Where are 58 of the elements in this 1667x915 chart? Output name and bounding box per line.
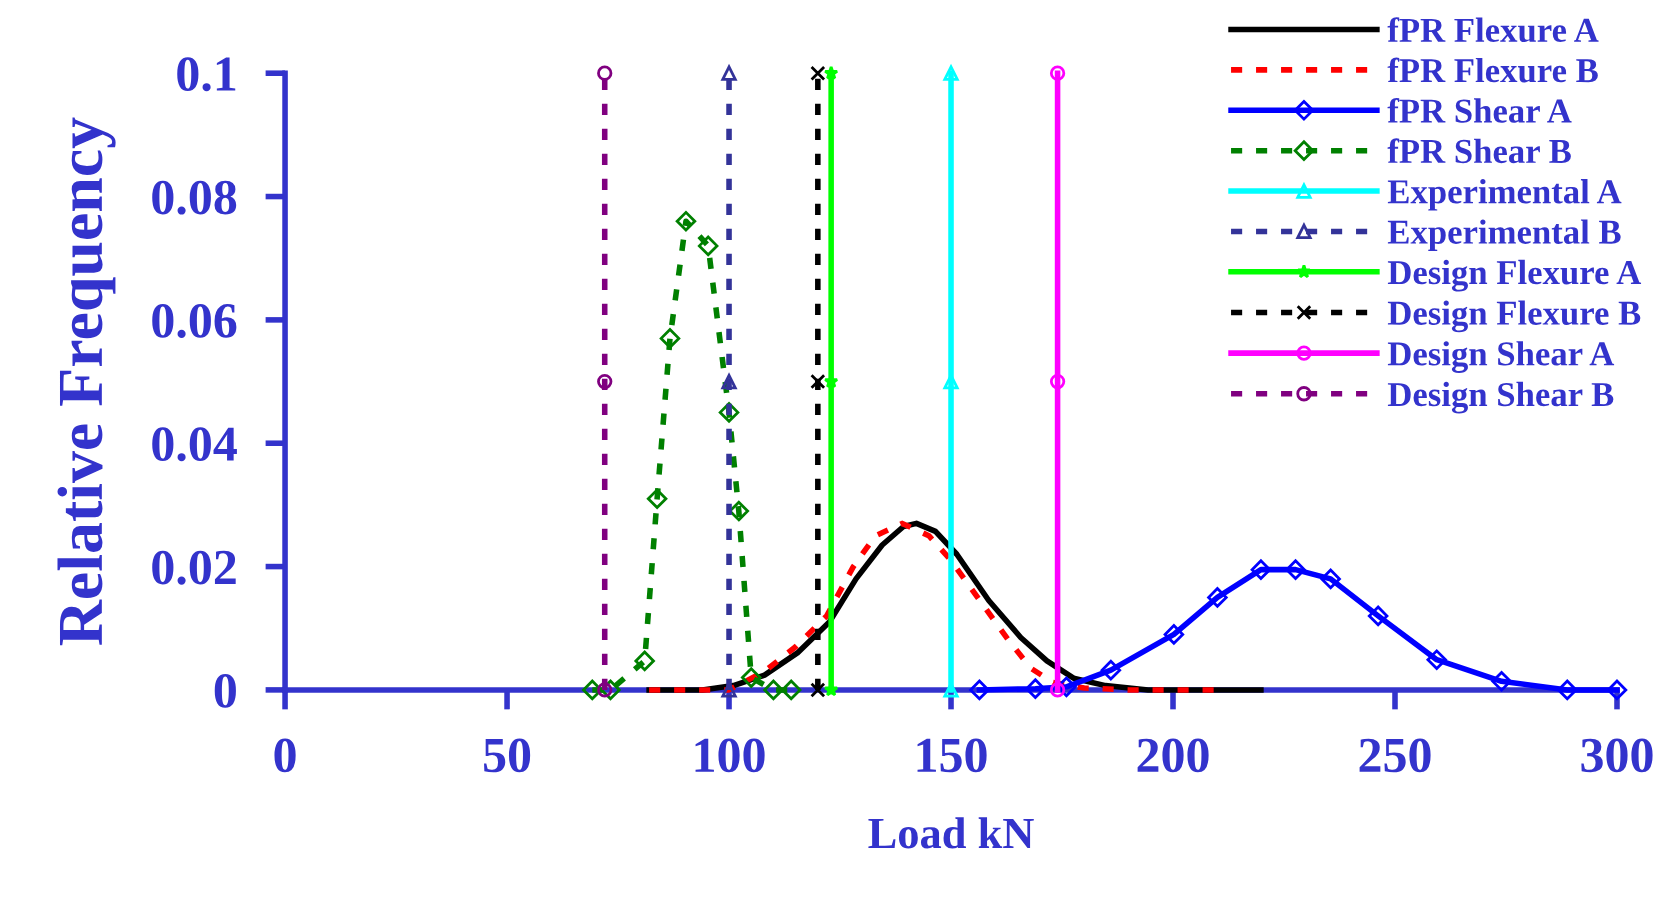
point: [1025, 678, 1046, 699]
point: [721, 373, 737, 390]
point: [1557, 679, 1578, 701]
y-axis-title: Relative Frequency: [57, 117, 116, 646]
y-tick-label: 0.04: [152, 427, 237, 462]
point: [1250, 559, 1272, 580]
point: [697, 235, 719, 257]
point: [780, 679, 802, 701]
x-tick-label: 150: [917, 738, 987, 773]
point: [659, 328, 681, 349]
point: [969, 679, 990, 701]
point: [634, 650, 655, 672]
point: [942, 63, 960, 81]
legend-label: Design Flexure A: [1387, 259, 1642, 292]
legend-label: Design Shear B: [1387, 381, 1614, 414]
y-tick-label: 0.06: [152, 303, 237, 338]
legend-label: fPR Shear A: [1387, 97, 1572, 123]
legend-label: Design Flexure B: [1387, 300, 1641, 333]
point: [1426, 649, 1447, 670]
point: [1320, 568, 1341, 590]
point: [810, 682, 826, 698]
point: [675, 210, 697, 232]
point: [1163, 624, 1185, 645]
x-tick-label: 250: [1359, 738, 1431, 773]
point: [1049, 682, 1066, 698]
legend-label: Experimental A: [1387, 179, 1622, 211]
y-tick-label: 0.02: [152, 550, 236, 585]
point: [823, 65, 839, 80]
point: [1207, 587, 1228, 608]
point: [646, 488, 668, 509]
y-tick-label: 0.08: [152, 180, 237, 215]
point: [763, 679, 784, 701]
point: [1049, 65, 1066, 81]
point: [597, 373, 613, 390]
point: [1367, 605, 1389, 627]
legend-label: fPR Shear B: [1387, 138, 1571, 164]
x-tick-label: 0: [274, 738, 296, 773]
point: [1100, 659, 1122, 681]
point: [1606, 679, 1628, 701]
x-tick-label: 200: [1137, 738, 1209, 773]
point: [1049, 373, 1066, 390]
x-axis-title: Load kN: [868, 817, 1034, 849]
point: [721, 65, 737, 81]
point: [1491, 671, 1512, 692]
y-tick-label: 0.1: [177, 57, 236, 92]
point: [1285, 559, 1306, 580]
legend-label: Design Shear A: [1387, 341, 1615, 373]
point: [810, 373, 826, 390]
point: [741, 667, 762, 688]
x-tick-label: 300: [1581, 738, 1653, 773]
point: [810, 65, 826, 81]
point: [597, 65, 613, 81]
y-tick-label: 0: [214, 674, 236, 708]
x-tick-label: 100: [695, 738, 765, 773]
legend-label: fPR Flexure B: [1387, 57, 1598, 83]
legend-label: fPR Flexure A: [1387, 17, 1599, 43]
x-tick-label: 50: [484, 738, 531, 773]
legend-label: Experimental B: [1387, 219, 1621, 251]
